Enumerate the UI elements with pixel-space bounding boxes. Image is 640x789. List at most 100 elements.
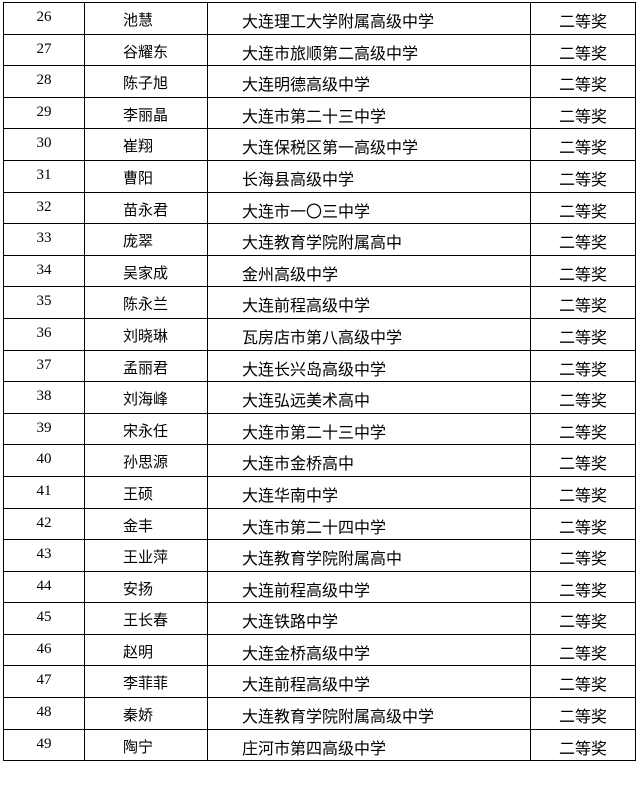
name-cell: 李菲菲 bbox=[84, 665, 208, 699]
award-list-table: 26 池慧 大连理工大学附属高级中学 二等奖 27 谷耀东 大连市旅顺第二高级中… bbox=[3, 2, 636, 762]
school-cell: 大连金桥高级中学 bbox=[207, 633, 531, 667]
rank-cell: 39 bbox=[3, 412, 85, 446]
school-cell: 大连教育学院附属高中 bbox=[207, 223, 531, 256]
table-row: 27 谷耀东 大连市旅顺第二高级中学 二等奖 bbox=[3, 33, 636, 67]
school-cell: 大连教育学院附属高级中学 bbox=[207, 697, 531, 730]
rank-cell: 31 bbox=[3, 159, 85, 193]
award-cell: 二等奖 bbox=[530, 633, 636, 667]
table-row: 44 安扬 大连前程高级中学 二等奖 bbox=[3, 570, 636, 604]
award-cell: 二等奖 bbox=[530, 728, 636, 762]
table-row: 37 孟丽君 大连长兴岛高级中学 二等奖 bbox=[3, 349, 636, 383]
award-cell: 二等奖 bbox=[530, 96, 636, 130]
award-cell: 二等奖 bbox=[530, 317, 636, 351]
school-cell: 大连教育学院附属高中 bbox=[207, 539, 531, 572]
rank-cell: 44 bbox=[3, 570, 85, 604]
name-cell: 吴家成 bbox=[84, 254, 208, 288]
school-cell: 大连保税区第一高级中学 bbox=[207, 128, 531, 161]
award-cell: 二等奖 bbox=[530, 507, 636, 541]
school-cell: 大连铁路中学 bbox=[207, 602, 531, 635]
rank-cell: 38 bbox=[3, 381, 85, 414]
name-cell: 崔翔 bbox=[84, 128, 208, 161]
name-cell: 王硕 bbox=[84, 475, 208, 509]
name-cell: 宋永任 bbox=[84, 412, 208, 446]
school-cell: 大连市一〇三中学 bbox=[207, 191, 531, 225]
table-row: 40 孙思源 大连市金桥高中 二等奖 bbox=[3, 444, 636, 477]
rank-cell: 49 bbox=[3, 728, 85, 762]
table-row: 45 王长春 大连铁路中学 二等奖 bbox=[3, 602, 636, 635]
name-cell: 曹阳 bbox=[84, 159, 208, 193]
table-row: 26 池慧 大连理工大学附属高级中学 二等奖 bbox=[3, 2, 636, 35]
rank-cell: 47 bbox=[3, 665, 85, 699]
table-row: 32 苗永君 大连市一〇三中学 二等奖 bbox=[3, 191, 636, 225]
table-row: 34 吴家成 金州高级中学 二等奖 bbox=[3, 254, 636, 288]
award-cell: 二等奖 bbox=[530, 65, 636, 98]
award-cell: 二等奖 bbox=[530, 570, 636, 604]
name-cell: 李丽晶 bbox=[84, 96, 208, 130]
school-cell: 金州高级中学 bbox=[207, 254, 531, 288]
award-cell: 二等奖 bbox=[530, 159, 636, 193]
name-cell: 刘晓琳 bbox=[84, 317, 208, 351]
table-row: 48 秦娇 大连教育学院附属高级中学 二等奖 bbox=[3, 697, 636, 730]
rank-cell: 35 bbox=[3, 286, 85, 319]
table-row: 38 刘海峰 大连弘远美术高中 二等奖 bbox=[3, 381, 636, 414]
table-row: 42 金丰 大连市第二十四中学 二等奖 bbox=[3, 507, 636, 541]
rank-cell: 29 bbox=[3, 96, 85, 130]
school-cell: 大连华南中学 bbox=[207, 475, 531, 509]
award-cell: 二等奖 bbox=[530, 665, 636, 699]
award-cell: 二等奖 bbox=[530, 2, 636, 35]
rank-cell: 36 bbox=[3, 317, 85, 351]
name-cell: 谷耀东 bbox=[84, 33, 208, 67]
award-cell: 二等奖 bbox=[530, 697, 636, 730]
rank-cell: 37 bbox=[3, 349, 85, 383]
name-cell: 安扬 bbox=[84, 570, 208, 604]
table-row: 35 陈永兰 大连前程高级中学 二等奖 bbox=[3, 286, 636, 319]
rank-cell: 32 bbox=[3, 191, 85, 225]
award-cell: 二等奖 bbox=[530, 539, 636, 572]
table-row: 39 宋永任 大连市第二十三中学 二等奖 bbox=[3, 412, 636, 446]
school-cell: 大连弘远美术高中 bbox=[207, 381, 531, 414]
name-cell: 孙思源 bbox=[84, 444, 208, 477]
table-row: 43 王业萍 大连教育学院附属高中 二等奖 bbox=[3, 539, 636, 572]
table-row: 47 李菲菲 大连前程高级中学 二等奖 bbox=[3, 665, 636, 699]
award-cell: 二等奖 bbox=[530, 254, 636, 288]
school-cell: 大连长兴岛高级中学 bbox=[207, 349, 531, 383]
name-cell: 刘海峰 bbox=[84, 381, 208, 414]
rank-cell: 34 bbox=[3, 254, 85, 288]
table-row: 30 崔翔 大连保税区第一高级中学 二等奖 bbox=[3, 128, 636, 161]
name-cell: 池慧 bbox=[84, 2, 208, 35]
award-cell: 二等奖 bbox=[530, 223, 636, 256]
school-cell: 大连前程高级中学 bbox=[207, 570, 531, 604]
table-row: 31 曹阳 长海县高级中学 二等奖 bbox=[3, 159, 636, 193]
table-row: 36 刘晓琳 瓦房店市第八高级中学 二等奖 bbox=[3, 317, 636, 351]
table-row: 41 王硕 大连华南中学 二等奖 bbox=[3, 475, 636, 509]
table-row: 33 庞翠 大连教育学院附属高中 二等奖 bbox=[3, 223, 636, 256]
school-cell: 大连理工大学附属高级中学 bbox=[207, 2, 531, 35]
school-cell: 大连明德高级中学 bbox=[207, 65, 531, 98]
name-cell: 王业萍 bbox=[84, 539, 208, 572]
table-row: 29 李丽晶 大连市第二十三中学 二等奖 bbox=[3, 96, 636, 130]
school-cell: 大连市第二十四中学 bbox=[207, 507, 531, 541]
award-cell: 二等奖 bbox=[530, 412, 636, 446]
name-cell: 陈永兰 bbox=[84, 286, 208, 319]
name-cell: 赵明 bbox=[84, 633, 208, 667]
award-cell: 二等奖 bbox=[530, 128, 636, 161]
name-cell: 陈子旭 bbox=[84, 65, 208, 98]
school-cell: 瓦房店市第八高级中学 bbox=[207, 317, 531, 351]
award-cell: 二等奖 bbox=[530, 33, 636, 67]
rank-cell: 33 bbox=[3, 223, 85, 256]
rank-cell: 27 bbox=[3, 33, 85, 67]
name-cell: 孟丽君 bbox=[84, 349, 208, 383]
award-cell: 二等奖 bbox=[530, 191, 636, 225]
name-cell: 苗永君 bbox=[84, 191, 208, 225]
award-cell: 二等奖 bbox=[530, 381, 636, 414]
award-cell: 二等奖 bbox=[530, 444, 636, 477]
name-cell: 王长春 bbox=[84, 602, 208, 635]
name-cell: 金丰 bbox=[84, 507, 208, 541]
table-row: 46 赵明 大连金桥高级中学 二等奖 bbox=[3, 633, 636, 667]
name-cell: 庞翠 bbox=[84, 223, 208, 256]
award-cell: 二等奖 bbox=[530, 286, 636, 319]
award-cell: 二等奖 bbox=[530, 349, 636, 383]
school-cell: 庄河市第四高级中学 bbox=[207, 728, 531, 762]
award-cell: 二等奖 bbox=[530, 475, 636, 509]
rank-cell: 41 bbox=[3, 475, 85, 509]
